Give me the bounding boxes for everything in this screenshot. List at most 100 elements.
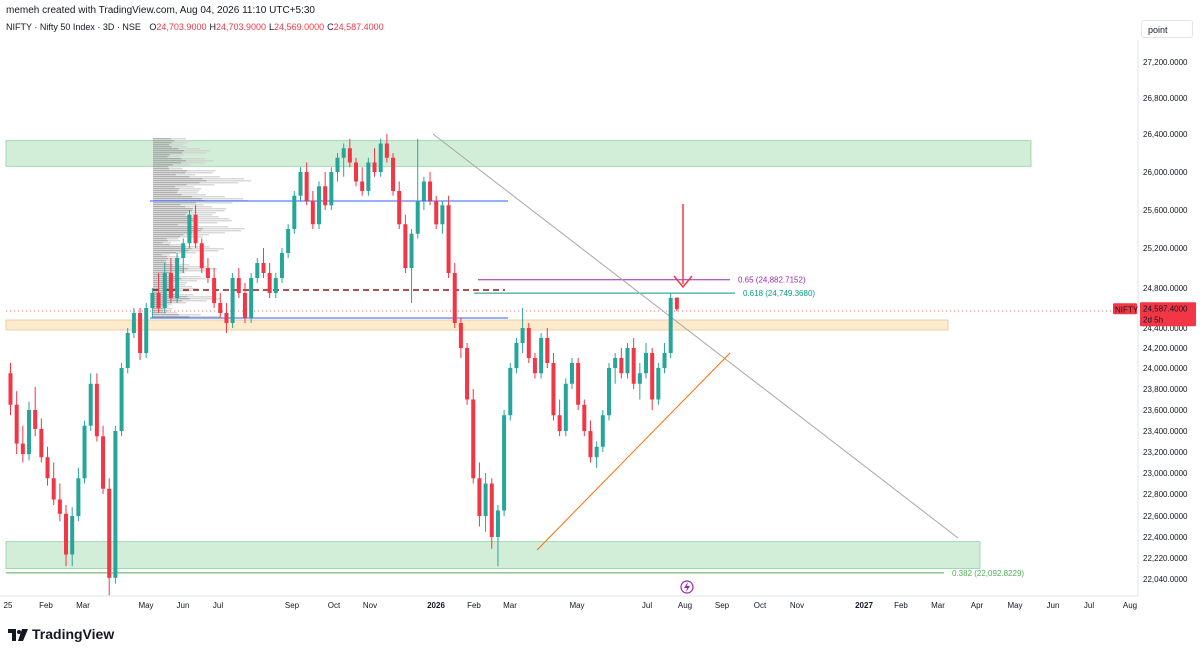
- volume-profile-bar: [153, 274, 168, 276]
- x-axis-tick-label: Apr: [971, 601, 984, 610]
- candle-body: [532, 358, 537, 374]
- volume-profile-bar: [153, 206, 186, 208]
- last-price-value: 24,587.4000: [1143, 304, 1188, 313]
- volume-profile-bar: [181, 278, 206, 280]
- candle-body: [372, 162, 377, 172]
- volume-profile-bar: [189, 316, 220, 318]
- y-axis-tick-label: 26,800.0000: [1143, 94, 1188, 103]
- volume-profile-bar: [178, 148, 201, 150]
- volume-profile-bar: [183, 246, 210, 248]
- candle-body: [8, 373, 13, 405]
- candle-body: [76, 478, 81, 516]
- candle-body: [409, 233, 414, 268]
- volume-profile-bar: [153, 138, 171, 140]
- volume-profile-bar: [153, 278, 182, 280]
- volume-profile-bar: [171, 138, 186, 140]
- volume-profile-bar: [182, 300, 207, 302]
- volume-profile-bar: [153, 238, 167, 240]
- volume-profile-bar: [202, 228, 245, 230]
- candle-body: [495, 510, 500, 537]
- candle-body: [625, 348, 630, 374]
- volume-profile-bar: [153, 254, 163, 256]
- volume-profile-bar: [153, 264, 173, 266]
- volume-profile-bar: [166, 260, 178, 262]
- candle-body: [94, 383, 99, 437]
- x-axis-tick-label: 2026: [427, 601, 445, 610]
- volume-profile-bar: [187, 170, 216, 172]
- volume-profile-bar: [163, 308, 173, 310]
- volume-profile-bar: [166, 238, 179, 240]
- volume-profile-bar: [153, 226, 195, 228]
- volume-profile-bar: [174, 140, 193, 142]
- volume-profile-bar: [153, 236, 181, 238]
- volume-profile-bar: [184, 150, 211, 152]
- x-axis-tick-label: Oct: [328, 601, 341, 610]
- event-flash-glyph: [684, 582, 690, 592]
- volume-profile-bar: [153, 172, 186, 174]
- symbol-legend[interactable]: NIFTY · Nifty 50 Index · 3D · NSE O24,70…: [6, 22, 384, 32]
- volume-profile-bar: [185, 172, 213, 174]
- volume-profile-bar: [153, 158, 182, 160]
- volume-profile-bar: [202, 178, 245, 180]
- x-axis-tick-label: Jun: [1047, 601, 1060, 610]
- volume-profile-bar: [202, 198, 244, 200]
- candle-body: [51, 478, 56, 500]
- candle-body: [347, 148, 352, 163]
- volume-profile-bar: [182, 266, 207, 268]
- volume-profile-bar: [175, 186, 195, 188]
- candle-body: [255, 263, 260, 278]
- symbol-title[interactable]: NIFTY · Nifty 50 Index · 3D · NSE: [6, 22, 141, 32]
- y-axis-tick-label: 22,040.0000: [1143, 575, 1188, 584]
- volume-profile-bar: [153, 256, 168, 258]
- ascending-support-line: [536, 352, 731, 551]
- volume-profile-bar: [194, 226, 229, 228]
- candle-body: [298, 172, 303, 196]
- volume-profile-bar: [162, 254, 170, 256]
- volume-profile-bar: [153, 270, 185, 272]
- ohlc-value-h: 24,703.9000: [215, 22, 267, 32]
- fib-label-0-618: 0.618 (24,749.3680): [743, 289, 815, 298]
- volume-profile-bar: [192, 208, 227, 210]
- volume-profile-bar: [153, 144, 170, 146]
- x-axis-tick-label: 2027: [855, 601, 873, 610]
- volume-profile-bar: [153, 152, 182, 154]
- candle-body: [168, 273, 173, 298]
- volume-profile-bar: [153, 244, 170, 246]
- candle-body: [563, 383, 568, 431]
- volume-profile-bar: [153, 282, 172, 284]
- x-axis-tick-label: Aug: [678, 601, 692, 610]
- candle-body: [292, 195, 297, 229]
- volume-profile-bar: [153, 204, 181, 206]
- candle-body: [131, 313, 136, 333]
- volume-profile-bar: [153, 190, 179, 192]
- ohlc-label-l: L: [269, 22, 275, 32]
- support-zone-low: [5, 541, 981, 569]
- candle-body: [323, 186, 328, 206]
- volume-profile-bar: [153, 184, 187, 186]
- volume-profile-bar: [167, 256, 180, 258]
- volume-profile-bar: [169, 168, 183, 170]
- volume-profile-bar: [153, 284, 171, 286]
- volume-profile-bar: [153, 246, 184, 248]
- candle-body: [458, 323, 463, 348]
- volume-profile-bar: [192, 232, 226, 234]
- candle-body: [267, 273, 272, 293]
- point-mode-button[interactable]: point: [1141, 20, 1193, 38]
- volume-profile-bar: [173, 164, 190, 166]
- volume-profile-bar: [153, 222, 189, 224]
- volume-profile-bar: [192, 196, 225, 198]
- candle-body: [261, 263, 266, 273]
- volume-profile-bar: [153, 232, 193, 234]
- volume-profile-bar: [153, 186, 176, 188]
- candle-body: [378, 143, 383, 172]
- volume-profile-bar: [153, 292, 162, 294]
- volume-profile-bar: [153, 228, 203, 230]
- candle-body: [310, 200, 315, 225]
- candle-body: [70, 516, 75, 555]
- candle-body: [181, 243, 186, 258]
- candle-body: [187, 214, 192, 244]
- candle-body: [224, 313, 229, 323]
- x-axis-tick-label: Aug: [1123, 601, 1137, 610]
- volume-profile-bar: [196, 202, 233, 204]
